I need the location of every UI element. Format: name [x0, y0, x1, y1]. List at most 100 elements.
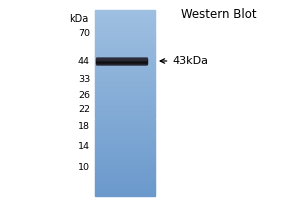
- Bar: [94, 25, 154, 26]
- Text: 44: 44: [78, 56, 90, 66]
- Text: 10: 10: [78, 162, 90, 171]
- Bar: [94, 143, 154, 144]
- Bar: [94, 169, 154, 170]
- Bar: [94, 29, 154, 30]
- Bar: [94, 70, 154, 71]
- Bar: [94, 85, 154, 86]
- Bar: [94, 42, 154, 43]
- Bar: [94, 30, 154, 31]
- Bar: [94, 184, 154, 185]
- Bar: [94, 90, 154, 91]
- Bar: [94, 186, 154, 187]
- Bar: [94, 34, 154, 35]
- Bar: [94, 39, 154, 40]
- Bar: [94, 52, 154, 53]
- Bar: [94, 171, 154, 172]
- Bar: [94, 150, 154, 151]
- Bar: [94, 191, 154, 192]
- Bar: [94, 94, 154, 95]
- Bar: [94, 87, 154, 88]
- Bar: [94, 16, 154, 17]
- Bar: [94, 45, 154, 46]
- Bar: [94, 35, 154, 36]
- Bar: [94, 27, 154, 28]
- Bar: [94, 160, 154, 161]
- Bar: [94, 172, 154, 173]
- Bar: [94, 120, 154, 121]
- Bar: [94, 48, 154, 49]
- Bar: [94, 138, 154, 139]
- Bar: [94, 77, 154, 78]
- Bar: [94, 104, 154, 105]
- Bar: [94, 23, 154, 24]
- Bar: [94, 18, 154, 19]
- Bar: [94, 137, 154, 138]
- Bar: [94, 10, 154, 11]
- Bar: [94, 83, 154, 84]
- Bar: [94, 188, 154, 189]
- Bar: [94, 92, 154, 93]
- Text: Western Blot: Western Blot: [181, 8, 257, 21]
- Bar: [94, 183, 154, 184]
- Bar: [94, 88, 154, 89]
- Bar: [94, 107, 154, 108]
- Bar: [94, 139, 154, 140]
- Bar: [94, 166, 154, 167]
- Bar: [94, 84, 154, 85]
- Bar: [94, 153, 154, 154]
- Bar: [94, 158, 154, 159]
- Bar: [94, 106, 154, 107]
- Bar: [94, 56, 154, 57]
- Bar: [94, 124, 154, 125]
- Bar: [94, 170, 154, 171]
- Bar: [94, 41, 154, 42]
- Bar: [94, 15, 154, 16]
- Text: 22: 22: [78, 104, 90, 114]
- Bar: [94, 182, 154, 183]
- Bar: [94, 31, 154, 32]
- Bar: [94, 62, 154, 63]
- Text: 18: 18: [78, 122, 90, 131]
- Bar: [94, 127, 154, 128]
- Bar: [94, 37, 154, 38]
- Text: 26: 26: [78, 90, 90, 99]
- Bar: [94, 53, 154, 54]
- Bar: [94, 102, 154, 103]
- Bar: [94, 49, 154, 50]
- Bar: [94, 165, 154, 166]
- Bar: [94, 168, 154, 169]
- Bar: [94, 136, 154, 137]
- Bar: [94, 135, 154, 136]
- Bar: [94, 163, 154, 164]
- Bar: [94, 177, 154, 178]
- Bar: [94, 131, 154, 132]
- Bar: [94, 192, 154, 193]
- Bar: [94, 47, 154, 48]
- Bar: [94, 80, 154, 81]
- Bar: [94, 125, 154, 126]
- Bar: [94, 128, 154, 129]
- Bar: [94, 115, 154, 116]
- Bar: [94, 55, 154, 56]
- Bar: [94, 190, 154, 191]
- Bar: [94, 123, 154, 124]
- Bar: [94, 43, 154, 44]
- Bar: [94, 96, 154, 97]
- Bar: [94, 57, 154, 58]
- Bar: [94, 114, 154, 115]
- Bar: [94, 69, 154, 70]
- Bar: [94, 105, 154, 106]
- Bar: [94, 58, 154, 59]
- Bar: [94, 140, 154, 141]
- Bar: [94, 117, 154, 118]
- Bar: [94, 46, 154, 47]
- Bar: [94, 148, 154, 149]
- Bar: [94, 119, 154, 120]
- Bar: [94, 26, 154, 27]
- Bar: [94, 133, 154, 134]
- Bar: [94, 71, 154, 72]
- Bar: [94, 122, 154, 123]
- Bar: [94, 193, 154, 194]
- Bar: [94, 175, 154, 176]
- Bar: [94, 157, 154, 158]
